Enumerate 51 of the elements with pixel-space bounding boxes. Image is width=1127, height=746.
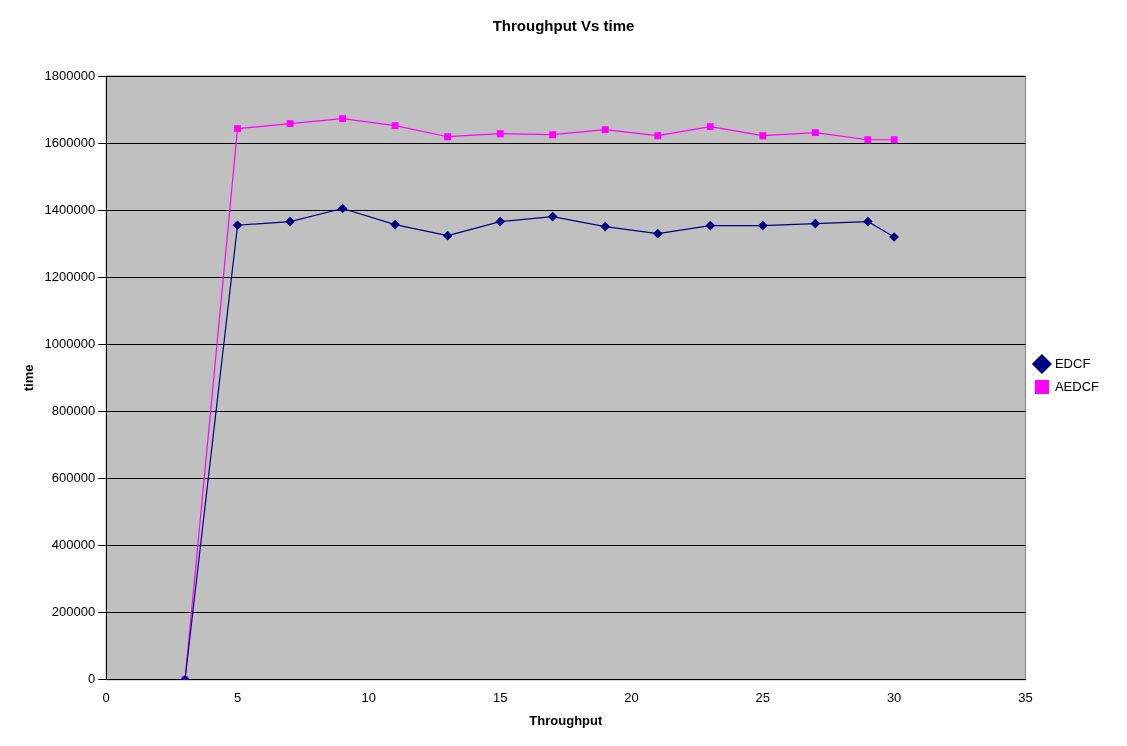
point bbox=[863, 216, 873, 227]
x-tick-label: 0 bbox=[102, 690, 110, 706]
x-tick-label: 35 bbox=[1018, 690, 1033, 706]
y-tick-label: 1200000 bbox=[44, 268, 96, 284]
point bbox=[391, 122, 399, 130]
point bbox=[443, 231, 453, 241]
point bbox=[654, 132, 662, 140]
point bbox=[496, 130, 504, 138]
y-tick-label: 600000 bbox=[51, 470, 96, 486]
point bbox=[653, 229, 663, 239]
x-tick-label: 5 bbox=[233, 690, 242, 706]
point bbox=[600, 222, 610, 232]
point bbox=[601, 126, 609, 134]
point bbox=[548, 211, 558, 222]
x-tick-label: 10 bbox=[361, 690, 377, 706]
point bbox=[495, 216, 505, 227]
point bbox=[337, 203, 348, 214]
point bbox=[549, 131, 557, 139]
x-tick-label: 15 bbox=[492, 690, 508, 706]
y-tick-label: 1400000 bbox=[44, 201, 96, 217]
point bbox=[232, 220, 243, 230]
point bbox=[285, 216, 295, 227]
point bbox=[889, 232, 899, 242]
point bbox=[339, 115, 347, 123]
legend-label: AEDCF bbox=[1054, 378, 1100, 394]
x-tick-label: 30 bbox=[886, 690, 902, 706]
x-tick-label: 25 bbox=[755, 690, 771, 706]
chart-title: Throughput Vs time bbox=[492, 17, 635, 35]
point bbox=[811, 129, 819, 137]
point bbox=[234, 125, 241, 133]
point bbox=[864, 136, 872, 144]
point bbox=[444, 133, 452, 141]
point bbox=[759, 132, 767, 140]
y-axis-title: time bbox=[21, 364, 37, 392]
x-axis-title: Throughput bbox=[529, 712, 603, 728]
point bbox=[390, 220, 400, 230]
y-tick-label: 200000 bbox=[51, 604, 96, 620]
y-tick-label: 400000 bbox=[51, 537, 96, 553]
y-tick-label: 1600000 bbox=[44, 134, 96, 150]
y-tick-label: 0 bbox=[87, 671, 96, 687]
legend-label: EDCF bbox=[1054, 355, 1091, 371]
x-tick-label: 20 bbox=[624, 690, 639, 706]
point bbox=[758, 221, 768, 231]
point bbox=[706, 123, 714, 131]
y-tick-label: 1800000 bbox=[44, 67, 96, 83]
point bbox=[705, 221, 715, 231]
point bbox=[890, 136, 898, 144]
y-tick-label: 800000 bbox=[51, 403, 96, 419]
point bbox=[286, 120, 294, 128]
point bbox=[810, 219, 820, 229]
y-tick-label: 1000000 bbox=[44, 335, 96, 351]
